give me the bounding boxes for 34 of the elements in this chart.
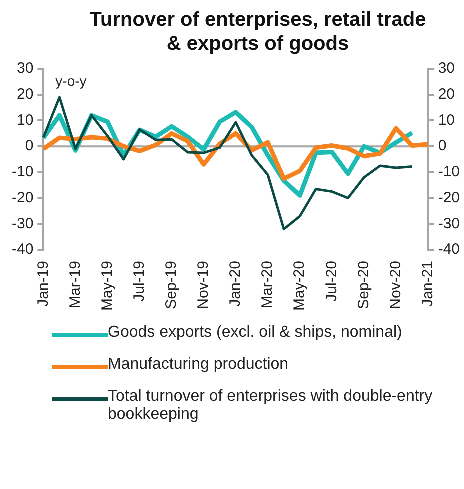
x-tick-label: Jan-20 bbox=[227, 260, 244, 307]
y2-tick-label: -20 bbox=[438, 189, 460, 206]
x-tick-label: Jan-19 bbox=[34, 260, 52, 307]
legend-label: Total turnover of enterprises with double-entry bookkeeping bbox=[108, 388, 434, 424]
x-tick-label: Nov-20 bbox=[387, 260, 404, 310]
legend-label: Manufacturing production bbox=[108, 356, 290, 374]
y-tick-label: 0 bbox=[25, 138, 34, 155]
x-tick-label: Jul-20 bbox=[323, 260, 340, 302]
x-tick-label: Mar-20 bbox=[259, 260, 276, 308]
y2-tick-label: -10 bbox=[438, 164, 460, 181]
legend-label: Goods exports (excl. oil & ships, nominal) bbox=[108, 324, 404, 342]
y-tick-label: -20 bbox=[12, 189, 34, 206]
y2-tick-label: 10 bbox=[438, 112, 456, 129]
x-tick-label: Sep-19 bbox=[163, 260, 180, 310]
y-tick-label: 10 bbox=[16, 112, 34, 129]
y2-tick-label: 30 bbox=[438, 60, 456, 78]
y-tick-label: -40 bbox=[12, 241, 34, 258]
x-tick-label: Nov-19 bbox=[195, 260, 212, 310]
y-tick-label: 30 bbox=[16, 60, 34, 78]
x-tick-label: May-20 bbox=[291, 260, 308, 312]
y2-tick-label: -30 bbox=[438, 215, 460, 232]
y-tick-label: 20 bbox=[16, 86, 34, 103]
y-tick-label: -10 bbox=[12, 164, 34, 181]
x-tick-label: Mar-19 bbox=[66, 260, 84, 308]
x-tick-label: May-19 bbox=[98, 260, 116, 312]
y2-tick-label: -40 bbox=[438, 241, 460, 258]
y2-tick-label: 20 bbox=[438, 86, 456, 103]
annotation: y-o-y bbox=[56, 72, 87, 89]
x-tick-label: Sep-20 bbox=[355, 260, 372, 310]
y2-tick-label: 0 bbox=[438, 138, 447, 155]
x-tick-label: Jul-19 bbox=[130, 260, 148, 302]
y-tick-label: -30 bbox=[12, 215, 34, 232]
chart-title: Turnover of enterprises, retail trade & exports of goods bbox=[88, 8, 428, 56]
x-tick-label: Jan-21 bbox=[419, 260, 436, 307]
